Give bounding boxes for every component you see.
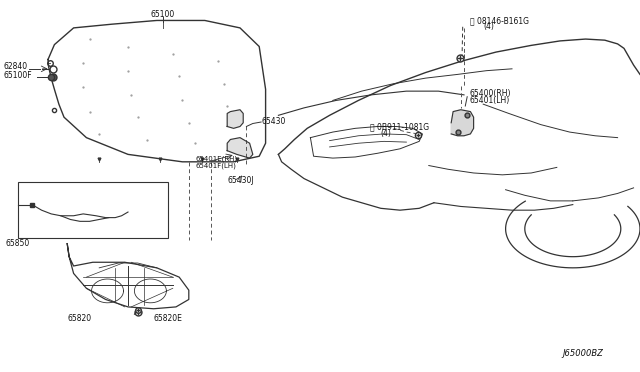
Polygon shape — [227, 110, 243, 128]
Text: 65400(RH): 65400(RH) — [469, 89, 511, 98]
Polygon shape — [227, 138, 253, 158]
Text: 62840: 62840 — [118, 204, 141, 210]
Text: 65401F(LH): 65401F(LH) — [195, 163, 236, 169]
Polygon shape — [451, 110, 474, 136]
Text: 65401E(RH): 65401E(RH) — [195, 156, 237, 162]
Text: J65000BZ: J65000BZ — [562, 349, 603, 358]
Text: 65430: 65430 — [261, 117, 285, 126]
Text: 65810EA: 65810EA — [21, 188, 55, 197]
Text: 65401(LH): 65401(LH) — [469, 96, 509, 105]
Text: (4): (4) — [483, 22, 494, 31]
Text: Ⓝ 0B911-1081G: Ⓝ 0B911-1081G — [370, 123, 429, 132]
Text: 62840: 62840 — [3, 62, 28, 71]
Text: 65100: 65100 — [150, 10, 175, 19]
Bar — [18, 182, 168, 238]
Text: 65820: 65820 — [67, 314, 92, 323]
Text: (4): (4) — [381, 129, 392, 138]
Text: Ⓑ 08146-B161G: Ⓑ 08146-B161G — [470, 16, 529, 25]
Text: 65850: 65850 — [5, 239, 29, 248]
Text: 65430J: 65430J — [227, 176, 254, 185]
Text: 65810E: 65810E — [76, 198, 104, 206]
Text: 65820E: 65820E — [154, 314, 182, 323]
Text: 65100F: 65100F — [3, 71, 32, 80]
